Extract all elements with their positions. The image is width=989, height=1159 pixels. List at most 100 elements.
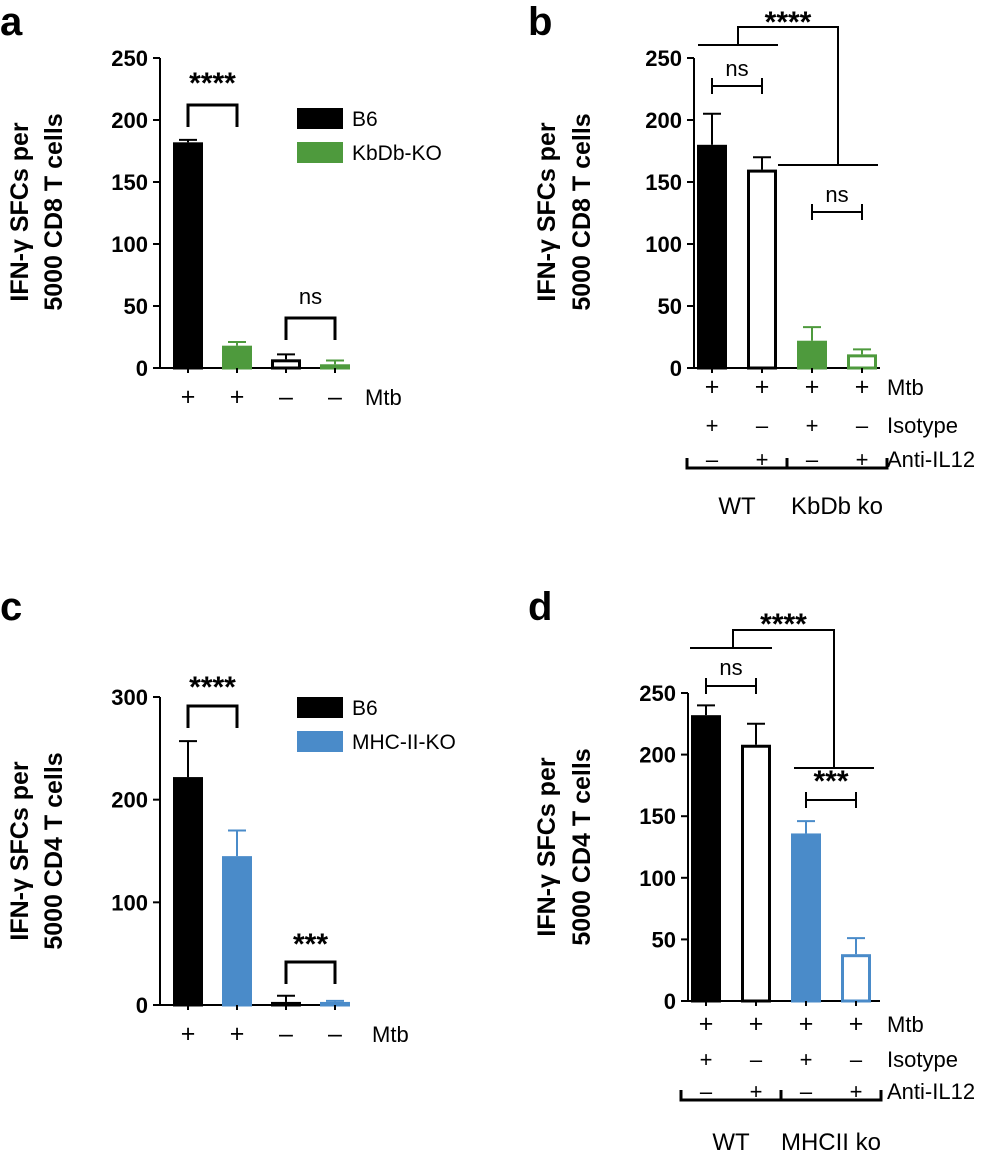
condition-sign: +	[856, 447, 869, 472]
condition-sign: +	[700, 1047, 713, 1072]
condition-label-isotype: Isotype	[887, 413, 958, 438]
condition-sign: –	[328, 1020, 342, 1048]
condition-label-mtb: Mtb	[887, 1012, 924, 1037]
bar	[320, 1001, 350, 1007]
condition-sign: –	[706, 447, 719, 472]
y-tick-label: 150	[639, 804, 676, 829]
condition-sign: –	[800, 1079, 813, 1104]
y-tick-label: 100	[645, 232, 682, 257]
legend-swatch	[297, 108, 343, 129]
condition-sign: +	[755, 373, 770, 401]
y-axis-label: 5000 CD4 T cells	[568, 748, 596, 945]
y-axis-label: 5000 CD4 T cells	[40, 752, 68, 949]
condition-sign: +	[756, 447, 769, 472]
condition-sign: +	[849, 1010, 864, 1038]
legend-label: MHC-II-KO	[352, 731, 456, 754]
panel-label-c: c	[0, 585, 22, 629]
condition-sign: –	[750, 1047, 763, 1072]
bar	[173, 142, 203, 370]
group-bracket	[679, 1090, 783, 1102]
y-tick-label: 0	[664, 989, 676, 1014]
bar	[691, 715, 721, 1003]
legend-label: B6	[352, 697, 378, 720]
sig-bracket	[284, 316, 337, 340]
condition-sign: +	[850, 1079, 863, 1104]
y-tick-label: 200	[645, 108, 682, 133]
sig-bracket	[737, 26, 839, 165]
sig-bracket	[284, 960, 337, 984]
bar	[320, 364, 350, 370]
y-axis-label: IFN-γ SFCs per	[533, 757, 561, 936]
y-tick-label: 250	[639, 681, 676, 706]
significance-label: ****	[765, 6, 812, 39]
condition-sign: –	[806, 447, 819, 472]
group-bracket	[685, 458, 789, 470]
condition-label-anti-il12: Anti-IL12	[887, 447, 975, 472]
condition-label-mtb: Mtb	[372, 1022, 409, 1047]
bar	[271, 359, 301, 370]
panel-label-b: b	[528, 0, 552, 44]
y-tick-label: 100	[111, 232, 148, 257]
y-tick-label: 0	[670, 356, 682, 381]
significance-label: ns	[725, 56, 748, 81]
y-tick-label: 0	[136, 356, 148, 381]
significance-label: ***	[293, 928, 328, 961]
bar	[697, 144, 727, 370]
y-tick-label: 100	[111, 890, 148, 915]
significance-label: ***	[813, 765, 848, 798]
condition-sign: –	[850, 1047, 863, 1072]
group-bracket	[779, 1090, 883, 1102]
condition-sign: –	[279, 383, 293, 411]
bar	[747, 169, 777, 370]
condition-sign: +	[181, 383, 196, 411]
group-label-kbdb-ko: KbDb ko	[791, 493, 883, 520]
significance-label: ****	[189, 671, 236, 704]
condition-sign: +	[806, 413, 819, 438]
panel-label-a: a	[0, 0, 23, 44]
condition-sign: +	[181, 1020, 196, 1048]
condition-sign: +	[855, 373, 870, 401]
bar	[173, 777, 203, 1007]
y-axis-label: IFN-γ SFCs per	[533, 122, 561, 301]
y-tick-label: 200	[639, 743, 676, 768]
y-tick-label: 100	[639, 866, 676, 891]
legend-label: B6	[352, 108, 378, 131]
condition-sign: +	[750, 1079, 763, 1104]
y-tick-label: 200	[111, 788, 148, 813]
legend-swatch	[297, 142, 343, 163]
bar	[847, 354, 877, 370]
condition-sign: –	[700, 1079, 713, 1104]
bar	[271, 1001, 301, 1007]
y-tick-label: 250	[111, 46, 148, 71]
condition-sign: +	[705, 373, 720, 401]
significance-label: ****	[760, 608, 807, 641]
legend-swatch	[297, 731, 343, 752]
bar	[797, 340, 827, 370]
condition-label-isotype: Isotype	[887, 1047, 958, 1072]
bar	[222, 345, 252, 370]
group-label-wt: WT	[712, 1129, 750, 1156]
y-axis-label: 5000 CD8 T cells	[40, 113, 68, 310]
group-label-wt: WT	[718, 493, 756, 520]
bar	[741, 744, 771, 1003]
condition-label-mtb: Mtb	[887, 375, 924, 400]
panel-label-d: d	[528, 585, 552, 629]
sig-bracket	[186, 704, 239, 728]
condition-label-mtb: Mtb	[365, 385, 402, 410]
condition-sign: +	[799, 1010, 814, 1038]
bar	[222, 856, 252, 1007]
y-tick-label: 150	[111, 170, 148, 195]
y-tick-label: 50	[658, 294, 682, 319]
bar	[791, 833, 821, 1003]
condition-sign: –	[328, 383, 342, 411]
group-bracket	[785, 458, 889, 470]
condition-sign: +	[706, 413, 719, 438]
y-tick-label: 50	[652, 927, 676, 952]
y-axis-label: IFN-γ SFCs per	[6, 122, 34, 301]
significance-label: ****	[189, 67, 236, 100]
condition-label-anti-il12: Anti-IL12	[887, 1079, 975, 1104]
y-tick-label: 150	[645, 170, 682, 195]
y-tick-label: 50	[124, 294, 148, 319]
significance-label: ns	[299, 284, 322, 309]
